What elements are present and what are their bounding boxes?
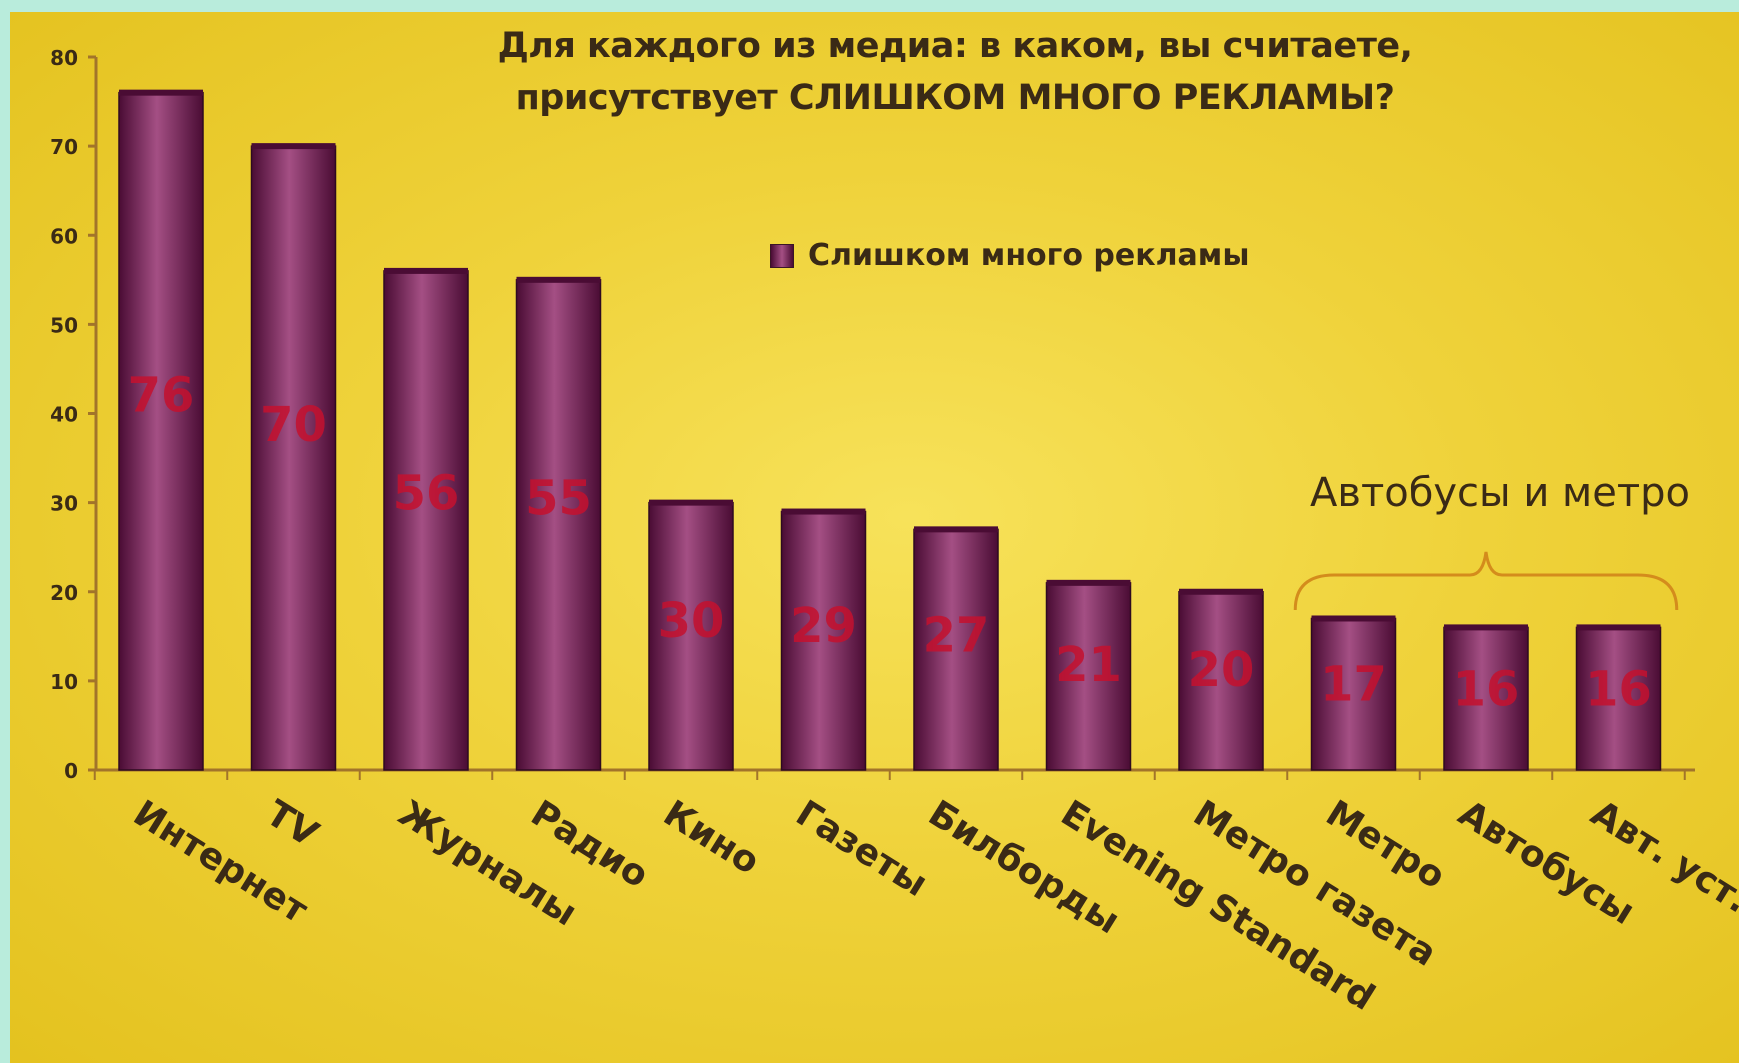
category-label: Газеты — [789, 793, 935, 905]
bracket-label: Автобусы и метро — [1310, 470, 1690, 516]
bar — [1045, 582, 1132, 771]
bar — [1310, 617, 1397, 771]
bar-cap — [781, 508, 866, 515]
bar-value-label: 55 — [525, 470, 592, 526]
bar — [1178, 591, 1264, 771]
legend-swatch — [770, 243, 794, 268]
y-tick-label: 0 — [64, 759, 78, 783]
y-tick-label: 50 — [50, 313, 78, 337]
bar — [250, 145, 337, 771]
y-tick-label: 30 — [50, 492, 78, 516]
bar-cap — [649, 499, 733, 506]
chart-title-line-1: Для каждого из медиа: в каком, вы считае… — [497, 26, 1413, 66]
bar-cap — [1046, 579, 1131, 586]
bar-value-label: 20 — [1188, 642, 1255, 698]
bar-cap — [251, 143, 336, 150]
y-tick-label: 70 — [50, 135, 78, 159]
bar-value-label: 16 — [1453, 662, 1520, 718]
bar-value-label: 30 — [658, 593, 725, 649]
bar-value-label: 70 — [260, 397, 327, 453]
y-tick-label: 10 — [50, 670, 78, 694]
bar-cap — [914, 526, 998, 533]
bar-cap — [1311, 615, 1396, 622]
bar-value-label: 76 — [128, 367, 195, 423]
bar-cap — [1576, 624, 1661, 631]
bar-value-label: 17 — [1320, 657, 1387, 713]
y-tick-label: 40 — [50, 403, 78, 427]
bar — [913, 528, 999, 771]
chart-title-line-2: присутствует СЛИШКОМ МНОГО РЕКЛАМЫ? — [515, 78, 1395, 118]
y-tick-label: 60 — [50, 224, 78, 248]
bar — [1575, 626, 1662, 771]
chart-area: 0 10 20 30 40 50 60 70 80 76 Интернет 70 TV 56 Журнал… — [10, 12, 1739, 1063]
y-tick-label: 20 — [50, 581, 78, 605]
bar-cap — [1444, 624, 1528, 631]
y-tick-label: 80 — [50, 46, 78, 70]
category-label: Кино — [656, 793, 766, 883]
category-label: TV — [259, 793, 325, 856]
bar-cap — [1179, 588, 1263, 595]
bar-value-label: 27 — [923, 608, 990, 664]
bar-value-label: 16 — [1585, 662, 1652, 718]
bar-value-label: 56 — [393, 465, 460, 521]
bar-cap — [119, 89, 203, 96]
bar-value-label: 21 — [1055, 637, 1122, 693]
bracket-shape — [1293, 551, 1679, 611]
bar — [1443, 626, 1529, 771]
bar — [118, 91, 204, 771]
legend: Слишком много рекламы — [770, 238, 1249, 273]
bar — [383, 270, 469, 771]
bar — [515, 279, 602, 771]
bar-value-label: 29 — [790, 598, 857, 654]
bar-cap — [516, 276, 601, 283]
legend-label: Слишком много рекламы — [808, 238, 1250, 273]
bar-cap — [384, 267, 468, 274]
